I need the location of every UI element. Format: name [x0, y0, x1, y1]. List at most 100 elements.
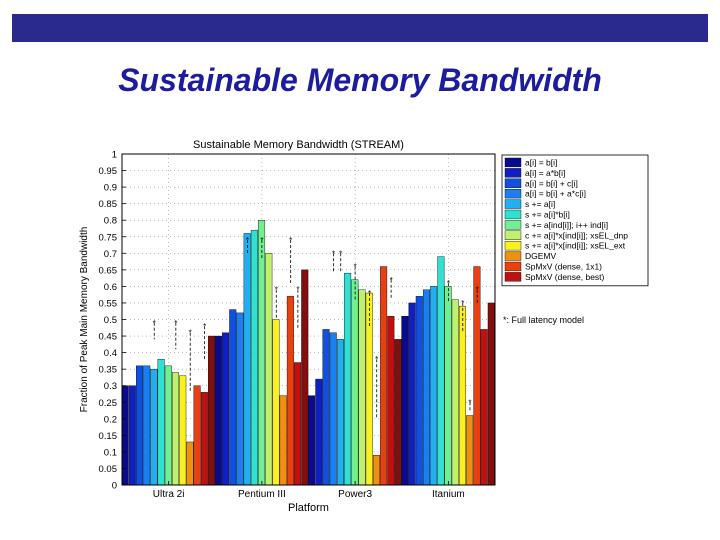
x-tick-label: Power3 [338, 489, 372, 500]
legend-swatch [504, 220, 522, 230]
model-marker-star: * [153, 319, 156, 328]
bar [394, 339, 402, 486]
bar [444, 286, 452, 486]
bar [193, 385, 201, 486]
bar [487, 302, 495, 486]
model-marker-star: * [189, 329, 192, 338]
bar [372, 455, 380, 486]
model-marker-star: * [260, 236, 263, 245]
y-tick-label: 0.3 [104, 381, 117, 392]
bar [473, 266, 481, 486]
legend: a[i] = b[i]a[i] = a*b[i]a[i] = b[i] + c[… [501, 154, 649, 287]
legend-label: a[i] = b[i] [525, 158, 557, 168]
bar [179, 375, 187, 486]
legend-swatch [504, 188, 522, 199]
y-tick-label: 0 [112, 481, 117, 492]
legend-swatch [504, 272, 522, 282]
bar [380, 266, 388, 486]
bar [387, 315, 395, 486]
legend-label: SpMxV (dense, best) [525, 272, 605, 282]
model-marker-star: * [447, 279, 450, 288]
legend-label: s += a[i]*b[i] [525, 210, 570, 220]
y-tick-label: 0.15 [99, 431, 118, 442]
bar [164, 365, 172, 486]
bar [150, 368, 158, 486]
slide-title: Sustainable Memory Bandwidth [118, 62, 602, 98]
bars [121, 219, 495, 486]
bar [214, 335, 222, 486]
y-tick-label: 0.95 [99, 166, 118, 177]
model-marker-star: * [275, 286, 278, 295]
bar [143, 365, 151, 486]
bar [329, 332, 337, 486]
bar [286, 296, 294, 486]
legend-swatch [504, 261, 522, 272]
bar [466, 415, 474, 486]
x-tick-label: Ultra 2i [153, 489, 185, 500]
bar [430, 286, 438, 486]
bar [222, 332, 230, 486]
bar [408, 302, 416, 486]
bar [365, 292, 373, 486]
bar [236, 312, 244, 486]
bar [308, 395, 316, 486]
legend-swatch [504, 209, 522, 220]
legend-swatch [504, 251, 522, 261]
x-axis-label: Platform [288, 502, 329, 514]
bar [401, 315, 409, 486]
bar [157, 359, 165, 486]
legend-swatch [504, 199, 522, 209]
legend-swatch [504, 178, 522, 188]
x-tick-label: Itanium [432, 489, 465, 500]
y-axis-label: Fraction of Peak Main Memory Bandwidth [79, 227, 90, 413]
model-marker-star: * [203, 322, 206, 331]
bar [172, 372, 180, 486]
model-marker-star: * [246, 236, 249, 245]
bar [229, 309, 237, 486]
y-tick-label: 0.2 [104, 414, 117, 425]
legend-label: a[i] = b[i] + c[i] [525, 178, 578, 188]
bar [336, 339, 344, 486]
bar [294, 362, 302, 486]
legend-swatch [504, 157, 522, 168]
bar [208, 335, 216, 486]
model-marker-star: * [375, 355, 378, 364]
legend-label: s += a[ind[i]]; i++ ind[i] [525, 220, 608, 230]
y-tick-label: 0.6 [104, 282, 117, 293]
bar [480, 329, 488, 486]
legend-label: a[i] = a*b[i] [525, 168, 565, 178]
legend-label: s += a[i]*x[ind[i]]; xsEL_ext [525, 241, 626, 251]
legend-label: SpMxV (dense, 1x1) [525, 262, 602, 272]
legend-label: s += a[i] [525, 199, 555, 209]
bar [258, 219, 266, 486]
legend-swatch [504, 230, 522, 240]
model-marker-star: * [368, 289, 371, 298]
bar [422, 289, 430, 486]
bar [415, 296, 423, 486]
model-marker-star: * [296, 286, 299, 295]
model-markers: * * * * * * * * * * * * * * * * * * * [153, 236, 479, 419]
legend-label: a[i] = b[i] + a*c[i] [525, 189, 586, 199]
model-marker-star: * [476, 286, 479, 295]
y-tick-label: 0.8 [104, 216, 117, 227]
model-marker-star: * [390, 276, 393, 285]
legend-box [501, 154, 649, 287]
y-axis-ticks: 0 0.05 0.1 0.15 0.2 0.25 0.3 0.35 0.4 0.45 0.5 0.55… [99, 150, 126, 492]
model-marker-star: * [289, 236, 292, 245]
bar [279, 395, 287, 486]
bar [200, 392, 208, 486]
model-marker-star: * [468, 398, 471, 407]
chart-title: Sustainable Memory Bandwidth (STREAM) [193, 139, 404, 151]
bar [186, 441, 194, 486]
bar [344, 272, 352, 486]
y-tick-label: 0.65 [99, 265, 118, 276]
bar [250, 229, 258, 486]
bar [358, 289, 366, 486]
bar [437, 256, 445, 486]
model-marker-star: * [174, 319, 177, 328]
y-tick-label: 1 [112, 150, 117, 161]
model-marker-star: * [461, 299, 464, 308]
y-tick-label: 0.05 [99, 464, 118, 475]
legend-swatch [504, 240, 522, 251]
y-tick-label: 0.75 [99, 232, 118, 243]
